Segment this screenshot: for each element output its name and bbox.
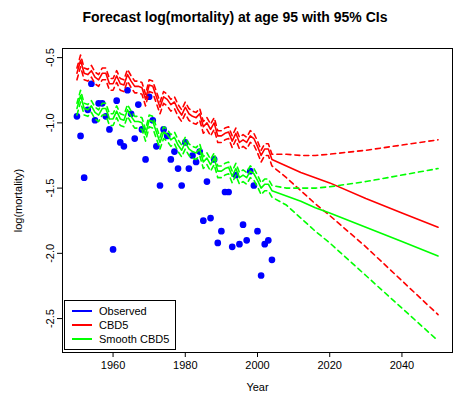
svg-text:1980: 1980: [173, 359, 197, 371]
svg-text:-0.5: -0.5: [44, 48, 56, 67]
html-text:Forecast log(mortality) at age: Forecast log(mortality) at age 95 with 9…: [82, 9, 388, 25]
svg-text:log(mortality): log(mortality): [12, 169, 24, 233]
svg-text:-2.5: -2.5: [44, 309, 56, 328]
svg-text:-1.0: -1.0: [44, 113, 56, 132]
svg-text:Year: Year: [246, 381, 269, 393]
html-text:Observed: Observed: [99, 305, 147, 317]
svg-text:1960: 1960: [101, 359, 125, 371]
html-text:Smooth CBD5: Smooth CBD5: [99, 333, 170, 345]
svg-text:-1.5: -1.5: [44, 179, 56, 198]
html-text:CBD5: CBD5: [99, 319, 129, 331]
svg-text:-2.0: -2.0: [44, 244, 56, 263]
svg-text:2040: 2040: [390, 359, 414, 371]
svg-text:2000: 2000: [245, 359, 269, 371]
svg-text:2020: 2020: [317, 359, 341, 371]
